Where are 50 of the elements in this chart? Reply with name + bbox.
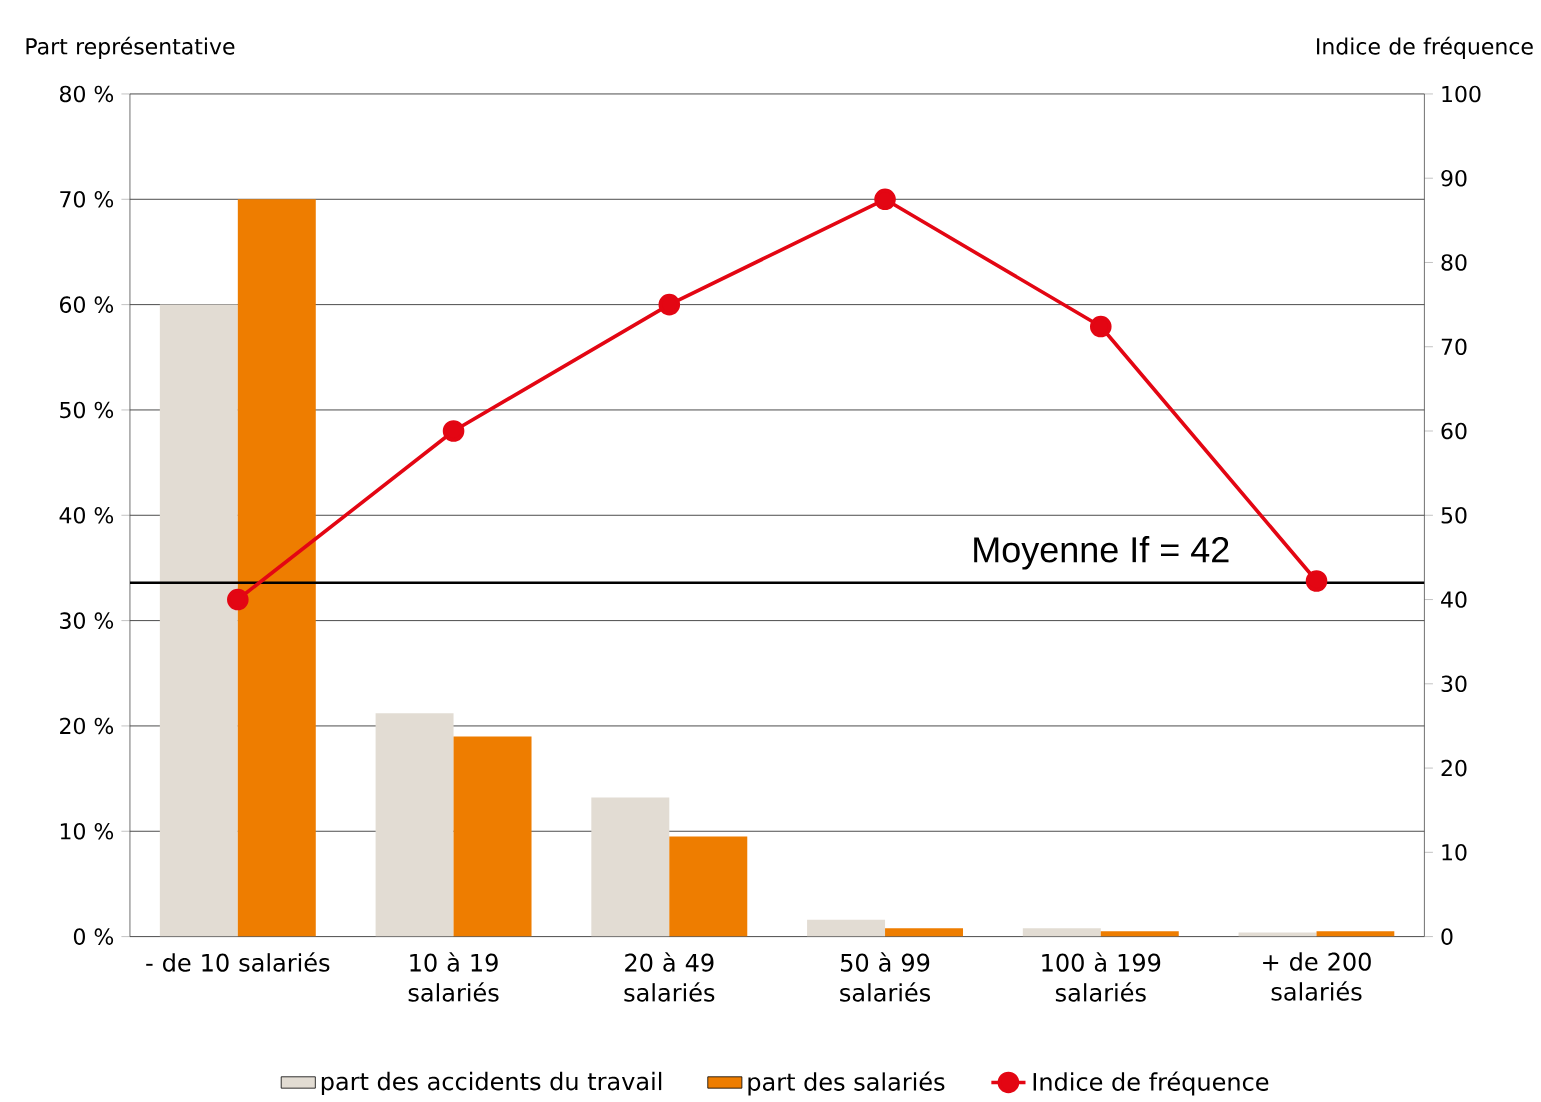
legend-label: part des salariés xyxy=(748,1071,945,1096)
y-tick-label: 20 % xyxy=(60,717,114,735)
point xyxy=(1089,315,1112,338)
point xyxy=(442,420,465,443)
y-axis-title: Part représentative xyxy=(26,36,235,60)
point xyxy=(874,188,896,211)
legend-label: Indice de fréquence xyxy=(1033,1071,1269,1096)
y2-tick-label: 70 xyxy=(1441,338,1467,356)
y-tick-label: 40 % xyxy=(59,507,114,524)
x-tick-label: 20 à 49 salariés xyxy=(624,952,715,1002)
bar xyxy=(1316,931,1395,937)
y2-tick-label: 10 xyxy=(1442,844,1467,861)
y-tick-label: 60 % xyxy=(60,296,114,314)
y2-tick-label: 90 xyxy=(1441,170,1467,187)
y-tick-label: 70 % xyxy=(60,191,114,208)
point xyxy=(658,294,681,316)
y2-tick-label: 60 xyxy=(1441,422,1467,440)
x-tick-label: + de 200 salariés xyxy=(1263,952,1371,1001)
y-tick-label: 10 % xyxy=(60,823,114,840)
legend-label: part des accidents du travail xyxy=(321,1072,662,1096)
y2-tick-label: 50 xyxy=(1441,507,1467,524)
y-tick-label: 50 % xyxy=(60,401,114,419)
bar xyxy=(453,736,532,937)
bar xyxy=(669,836,748,937)
y2-tick-label: 20 xyxy=(1441,759,1467,777)
bar xyxy=(591,797,670,937)
y2-axis-title: Indice de fréquence xyxy=(1317,36,1533,60)
y2-tick-label: 30 xyxy=(1441,675,1467,693)
bar xyxy=(159,304,238,937)
y-tick-label: 0 % xyxy=(73,928,114,946)
ref-line-label: Moyenne If = 42 xyxy=(974,536,1229,570)
y2-tick-label: 100 xyxy=(1442,85,1481,103)
point xyxy=(227,588,249,611)
y2-tick-label: 40 xyxy=(1441,591,1467,609)
bar xyxy=(1100,931,1179,937)
bar xyxy=(885,928,964,937)
bar xyxy=(375,713,454,937)
x-tick-label: 50 à 99 salariés xyxy=(840,952,931,1002)
bar xyxy=(237,199,316,937)
point xyxy=(1305,570,1328,593)
x-tick-label: 100 à 199 salariés xyxy=(1042,952,1161,1002)
bar xyxy=(807,919,886,937)
bar xyxy=(1238,932,1317,937)
bar xyxy=(1022,928,1101,937)
y-tick-label: 80 % xyxy=(59,85,114,103)
y2-tick-label: 0 xyxy=(1441,928,1453,946)
x-tick-label: - de 10 salariés xyxy=(146,952,330,972)
x-tick-label: 10 à 19 salariés xyxy=(408,952,499,1002)
y-tick-label: 30 % xyxy=(60,612,114,630)
y2-tick-label: 80 xyxy=(1441,254,1467,272)
